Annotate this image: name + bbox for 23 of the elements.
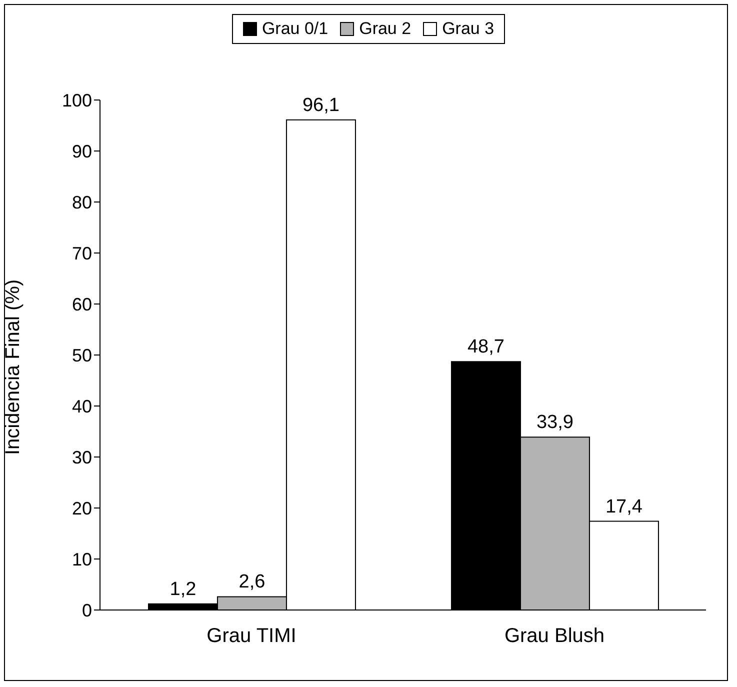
- data-label: 96,1: [302, 94, 340, 116]
- x-tick-label: Grau TIMI: [206, 625, 296, 648]
- y-axis-title: Incidencia Final (%): [2, 279, 24, 455]
- y-tick-label: 30: [72, 447, 92, 468]
- legend-label: Grau 3: [442, 19, 494, 39]
- x-tick-label: Grau Blush: [504, 625, 605, 648]
- y-tick-label: 60: [72, 294, 92, 314]
- data-label: 2,6: [238, 572, 266, 593]
- data-label: 17,4: [605, 496, 643, 518]
- y-tick-label: 40: [72, 396, 92, 416]
- legend-label: Grau 2: [359, 19, 412, 39]
- y-tick-label: 70: [72, 243, 92, 264]
- data-label: 1,2: [170, 578, 196, 600]
- y-tick-label: 0: [82, 600, 92, 620]
- y-tick-label: 100: [62, 90, 92, 110]
- data-label: 33,9: [536, 412, 574, 434]
- y-tick-label: 10: [72, 549, 92, 570]
- y-tick-label: 50: [72, 345, 92, 366]
- y-tick-label: 80: [72, 192, 92, 212]
- data-label: 48,7: [467, 336, 504, 358]
- y-tick-label: 90: [72, 141, 92, 162]
- y-tick-label: 20: [72, 498, 92, 518]
- legend-label: Grau 0/1: [262, 19, 328, 39]
